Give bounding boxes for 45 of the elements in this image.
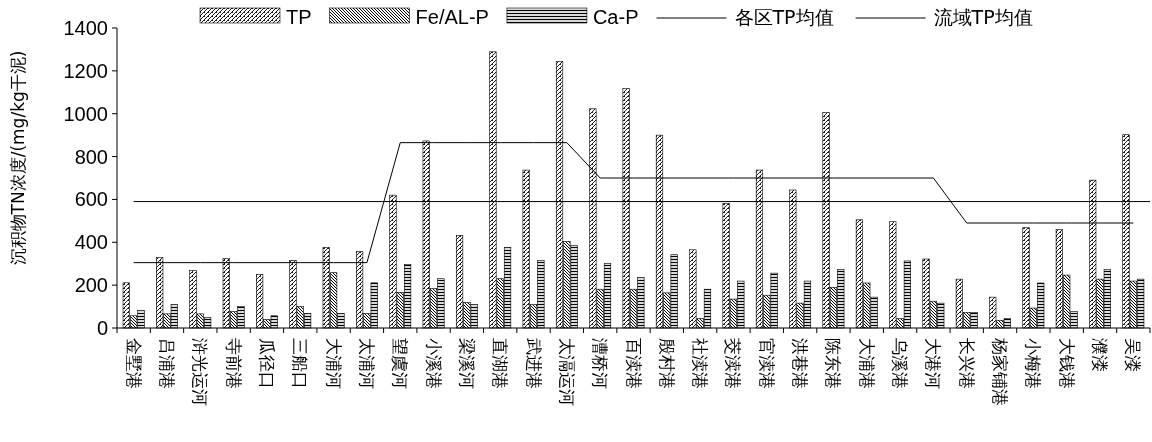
x-tick-label: 大浦河 xyxy=(323,338,344,389)
y-tick-label: 400 xyxy=(74,231,108,254)
x-tick-label: 寺前港 xyxy=(223,338,244,389)
y-tick-label: 600 xyxy=(74,188,108,211)
x-tick-label: 漕桥河 xyxy=(590,338,611,389)
legend-label: 流域TP均值 xyxy=(933,6,1033,28)
y-tick-label: 1200 xyxy=(63,59,108,82)
x-tick-label: 大浦港 xyxy=(856,338,877,389)
legend-label: Fe/AL-P xyxy=(415,6,489,28)
x-tick-label: 直湖港 xyxy=(490,338,511,389)
x-tick-label: 武进港 xyxy=(523,338,544,389)
x-tick-label: 陈东港 xyxy=(823,338,844,389)
x-tick-label: 瓜径口 xyxy=(256,338,277,389)
x-tick-label: 洪巷港 xyxy=(790,338,811,389)
x-tick-label: 太滆运河 xyxy=(556,338,577,406)
x-tick-label: 长兴港 xyxy=(956,338,977,389)
x-tick-label: 乌溪港 xyxy=(890,338,911,389)
x-tick-label: 殷村港 xyxy=(656,338,677,389)
y-tick-label: 200 xyxy=(74,274,108,297)
legend-label: Ca-P xyxy=(592,6,639,28)
x-tick-label: 金墅港 xyxy=(123,338,144,389)
x-tick-label: 大钱港 xyxy=(1056,338,1077,389)
x-tick-label: 三船口 xyxy=(290,338,311,389)
legend-label: 各区TP均值 xyxy=(734,6,834,28)
x-tick-label: 吕浦港 xyxy=(156,338,177,389)
x-tick-label: 太浦河 xyxy=(356,338,377,389)
x-tick-label: 社渎港 xyxy=(690,338,711,389)
x-tick-label: 浒光运河 xyxy=(190,338,211,406)
y-tick-label: 1400 xyxy=(63,17,108,39)
x-tick-label: 梁溪河 xyxy=(456,338,477,389)
x-tick-label: 杨家铺港 xyxy=(990,337,1011,406)
legend-label: TP xyxy=(286,6,312,28)
x-tick-label: 望虞河 xyxy=(390,338,411,389)
x-tick-label: 茭渎港 xyxy=(723,338,744,389)
y-tick-label: 1000 xyxy=(63,102,108,125)
y-tick-label: 800 xyxy=(74,145,108,168)
x-tick-label: 小溪港 xyxy=(423,338,444,389)
x-tick-label: 濮溇 xyxy=(1090,338,1111,372)
x-tick-label: 百渎港 xyxy=(623,338,644,389)
x-tick-label: 大港河 xyxy=(923,338,944,389)
y-tick-label: 0 xyxy=(96,317,108,339)
x-tick-label: 吴溇 xyxy=(1123,338,1144,372)
y-axis-title: 沉积物TN浓度/(mg/kg干泥) xyxy=(8,50,28,266)
x-tick-label: 官渎港 xyxy=(756,338,777,389)
x-tick-label: 小梅港 xyxy=(1023,338,1044,389)
